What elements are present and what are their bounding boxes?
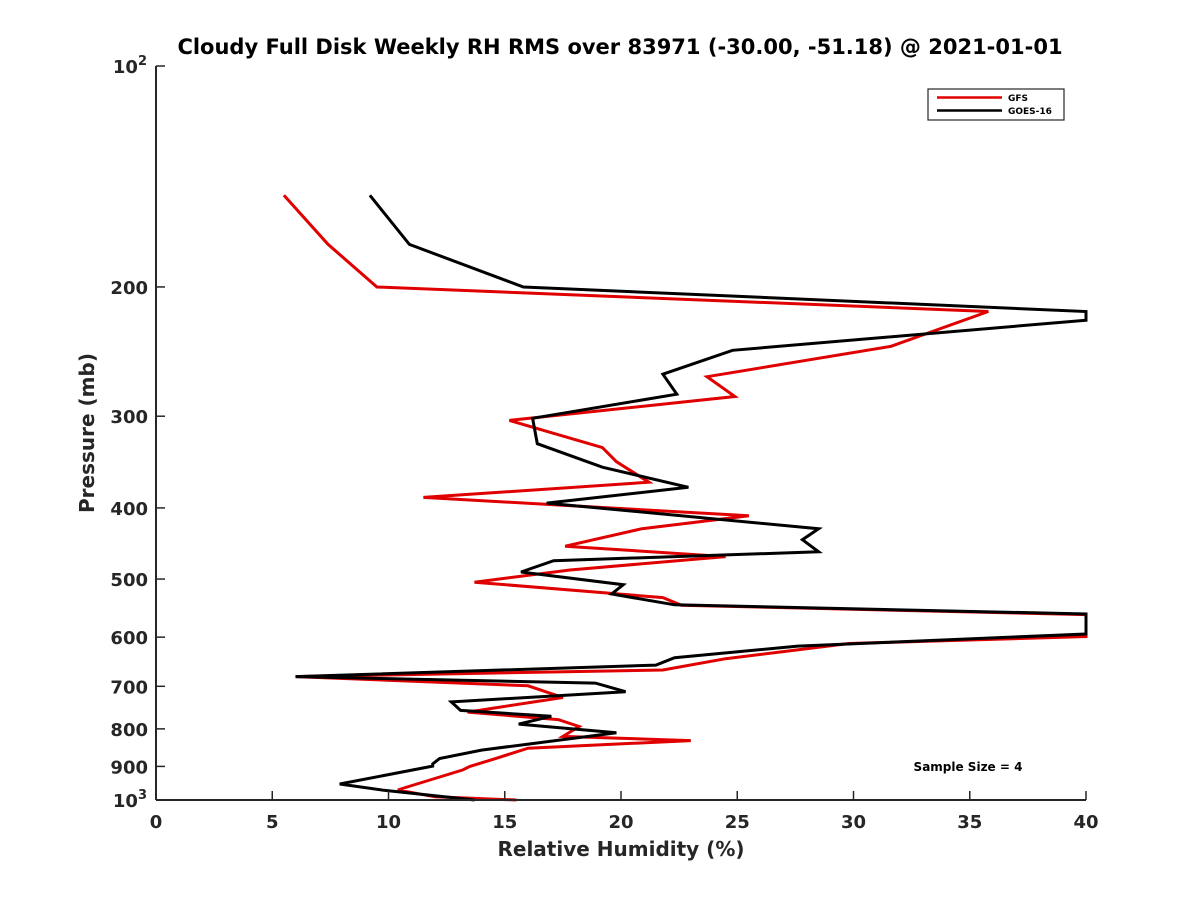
- x-tick-label: 20: [608, 812, 633, 833]
- y-tick-label: 700: [110, 677, 148, 698]
- y-tick-label: 900: [110, 757, 148, 778]
- y-tick-label: 300: [110, 407, 148, 428]
- x-tick-label: 15: [492, 812, 517, 833]
- legend: GFS GOES-16: [927, 88, 1065, 121]
- x-tick-label: 35: [957, 812, 982, 833]
- x-axis-label: Relative Humidity (%): [497, 837, 744, 861]
- x-tick-label: 10: [376, 812, 401, 833]
- y-axis-label: Pressure (mb): [75, 353, 99, 513]
- chart-title: Cloudy Full Disk Weekly RH RMS over 8397…: [177, 35, 1062, 59]
- x-tick-label: 40: [1073, 812, 1098, 833]
- y-tick-label: 200: [110, 278, 148, 299]
- y-tick-label: 400: [110, 499, 148, 520]
- y-tick-exponent: 3: [138, 788, 147, 803]
- sample-size-annotation: Sample Size = 4: [914, 760, 1023, 774]
- legend-label-gfs: GFS: [1008, 94, 1028, 104]
- y-tick-exponent: 2: [138, 54, 147, 69]
- series-line-goes16: [295, 194, 1088, 802]
- y-tick-label: 800: [110, 720, 148, 741]
- x-tick-label: 5: [266, 812, 279, 833]
- x-tick-label: 30: [841, 812, 866, 833]
- legend-box: [927, 88, 1065, 121]
- legend-label-goes16: GOES-16: [1008, 107, 1052, 117]
- series-layer: [282, 194, 1088, 802]
- y-tick-label: 600: [110, 628, 148, 649]
- y-tick-label: 500: [110, 570, 148, 591]
- ticks-layer: 0 5 10 15 20 25 30 35 40102200300400500600700800…: [110, 54, 1098, 833]
- x-tick-label: 25: [725, 812, 750, 833]
- x-tick-label: 0: [150, 812, 163, 833]
